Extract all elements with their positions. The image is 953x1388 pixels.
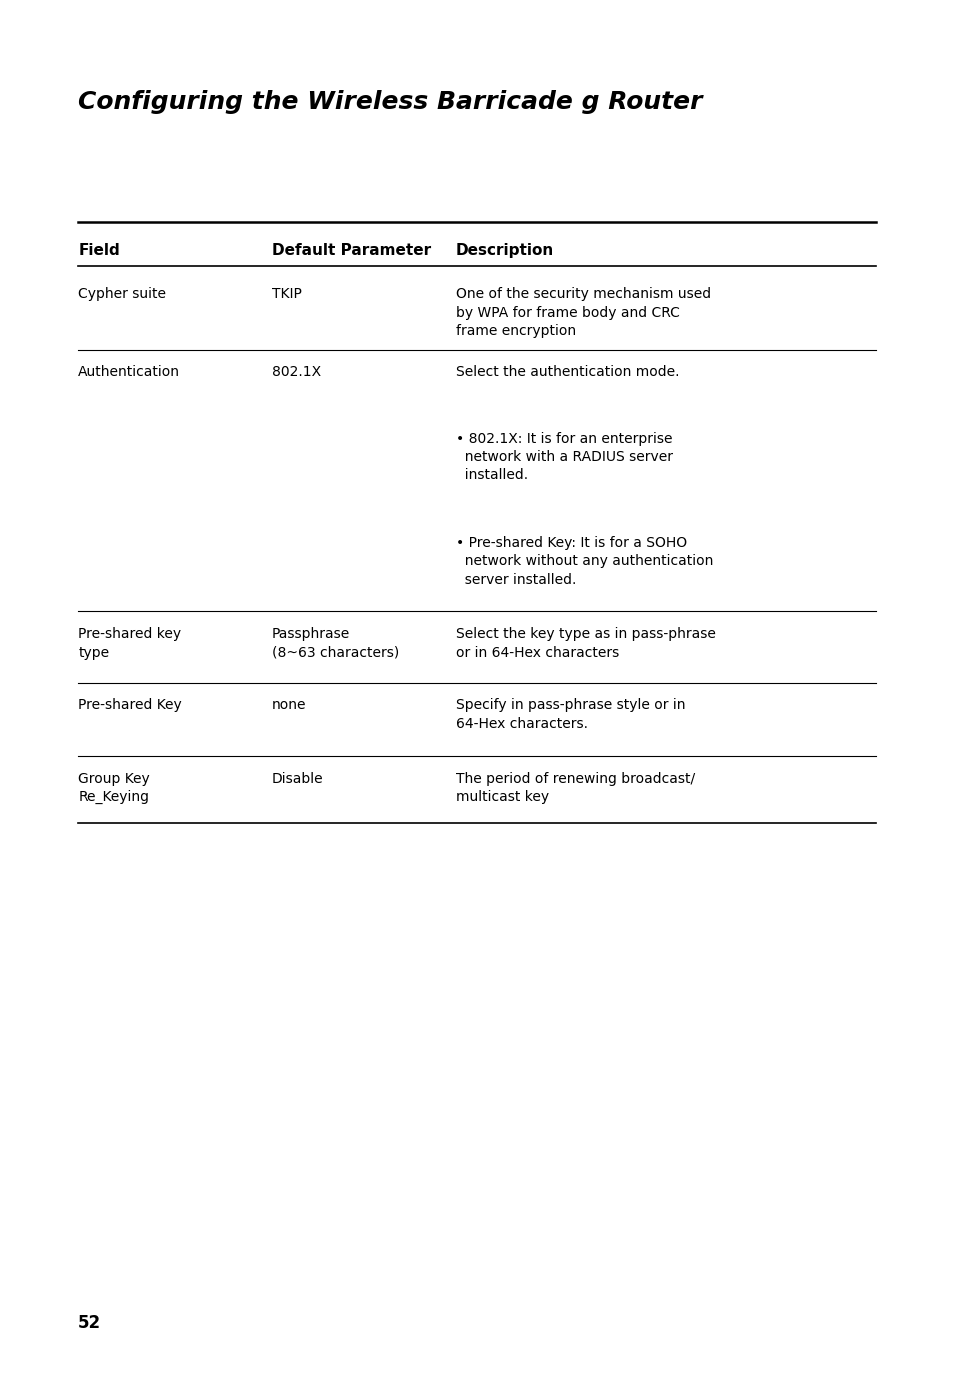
Text: Specify in pass-phrase style or in
64-Hex characters.: Specify in pass-phrase style or in 64-He… xyxy=(456,698,685,730)
Text: none: none xyxy=(272,698,306,712)
Text: Cypher suite: Cypher suite xyxy=(78,287,166,301)
Text: 802.1X: 802.1X xyxy=(272,365,320,379)
Text: Field: Field xyxy=(78,243,120,258)
Text: Passphrase
(8~63 characters): Passphrase (8~63 characters) xyxy=(272,627,398,659)
Text: Disable: Disable xyxy=(272,772,323,786)
Text: 52: 52 xyxy=(78,1314,101,1332)
Text: Select the authentication mode.: Select the authentication mode. xyxy=(456,365,679,379)
Text: Configuring the Wireless Barricade g Router: Configuring the Wireless Barricade g Rou… xyxy=(78,90,702,114)
Text: Select the key type as in pass-phrase
or in 64-Hex characters: Select the key type as in pass-phrase or… xyxy=(456,627,715,659)
Text: One of the security mechanism used
by WPA for frame body and CRC
frame encryptio: One of the security mechanism used by WP… xyxy=(456,287,710,339)
Text: Pre-shared key
type: Pre-shared key type xyxy=(78,627,181,659)
Text: Authentication: Authentication xyxy=(78,365,180,379)
Text: TKIP: TKIP xyxy=(272,287,301,301)
Text: Pre-shared Key: Pre-shared Key xyxy=(78,698,182,712)
Text: Default Parameter: Default Parameter xyxy=(272,243,431,258)
Text: The period of renewing broadcast/
multicast key: The period of renewing broadcast/ multic… xyxy=(456,772,695,804)
Text: • Pre-shared Key: It is for a SOHO
  network without any authentication
  server: • Pre-shared Key: It is for a SOHO netwo… xyxy=(456,536,713,587)
Text: • 802.1X: It is for an enterprise
  network with a RADIUS server
  installed.: • 802.1X: It is for an enterprise networ… xyxy=(456,432,672,483)
Text: Group Key
Re_Keying: Group Key Re_Keying xyxy=(78,772,150,804)
Text: Description: Description xyxy=(456,243,554,258)
